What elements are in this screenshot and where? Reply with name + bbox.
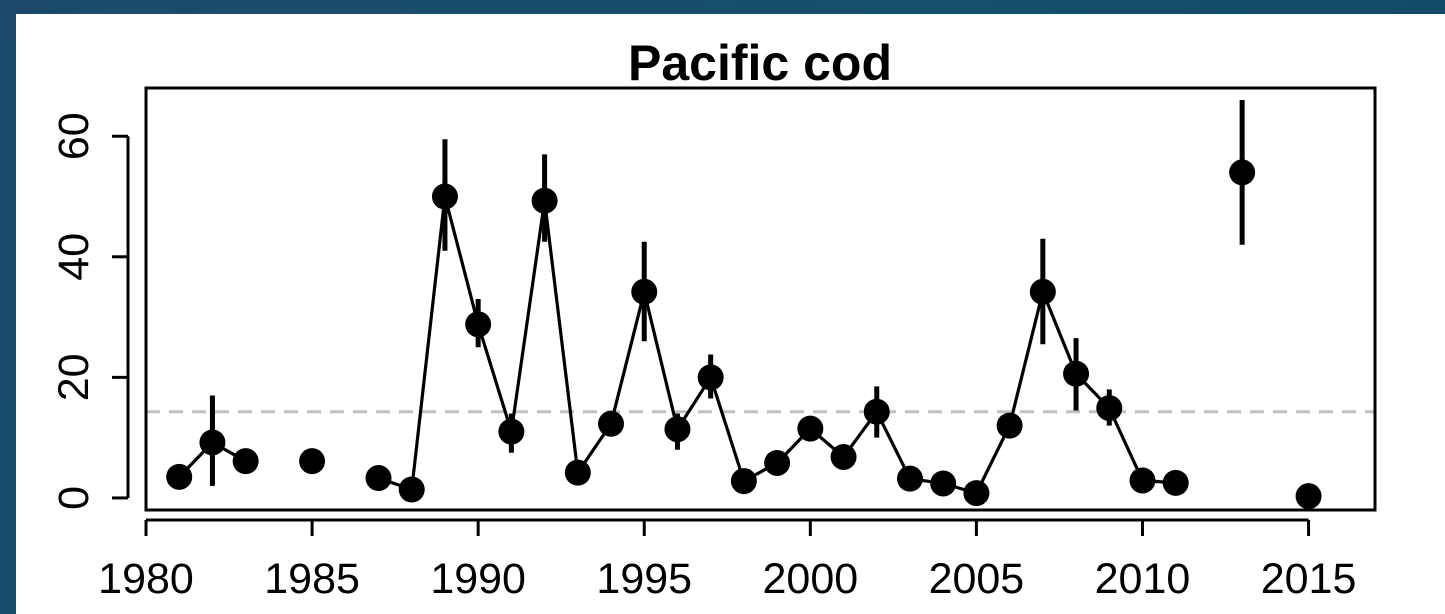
data-point [963,480,990,507]
data-point [299,448,326,475]
data-point [1295,483,1322,510]
series-line-segment [476,322,513,434]
data-point [199,429,226,456]
data-point [365,465,392,492]
data-point [797,415,824,442]
data-point [996,412,1023,439]
data-point [764,449,791,476]
data-point [531,187,558,214]
data-point [498,418,525,445]
x-tick-label: 2015 [1261,555,1357,603]
x-tick-label: 1985 [264,555,360,603]
y-tick-label: 40 [50,233,98,281]
plot-frame [144,86,1377,512]
series-line-segment [443,194,480,326]
series-line-segment [410,194,447,492]
series-line-segment [1041,290,1078,376]
data-point [697,364,724,391]
x-tick-label: 1980 [98,555,194,603]
y-tick-label: 0 [50,486,98,510]
data-point [930,470,957,497]
x-tick-label: 2005 [929,555,1025,603]
data-point [730,468,757,495]
y-tick-label: 60 [50,112,98,160]
x-tick-label: 1990 [430,555,526,603]
series-line-segment [542,199,580,475]
data-point [896,465,923,492]
data-point [232,448,259,475]
series-line-segment [1008,290,1045,428]
data-point [863,398,890,425]
x-tick-label: 1995 [596,555,692,603]
data-point [564,459,591,486]
data-point [465,311,492,338]
series-line-segment [609,290,646,426]
data-point [631,278,658,305]
data-point [664,416,691,443]
chart-panel [16,14,1445,614]
x-tick-label: 2010 [1095,555,1191,603]
data-point [1096,395,1123,422]
data-point [1129,467,1156,494]
data-point [431,183,458,210]
data-point [1063,360,1090,387]
data-point [166,463,193,490]
series-line-segment [509,199,547,434]
chart-title: Pacific cod [628,35,892,91]
data-point-layer [166,159,1322,510]
y-tick-label: 20 [50,353,98,401]
data-point [1162,469,1189,496]
data-point [398,476,425,503]
data-point [598,410,625,437]
x-tick-label: 2000 [762,555,858,603]
data-point [1029,278,1056,305]
data-point [830,443,857,470]
series-line-segment [709,375,746,483]
series-line-segment [1107,406,1145,483]
series-line-segment [642,290,680,431]
axes-layer: 1980 1985 1990 1995 2000 2005 2010 2015 0 20 40 60 [50,86,1377,603]
data-point [1229,159,1256,186]
